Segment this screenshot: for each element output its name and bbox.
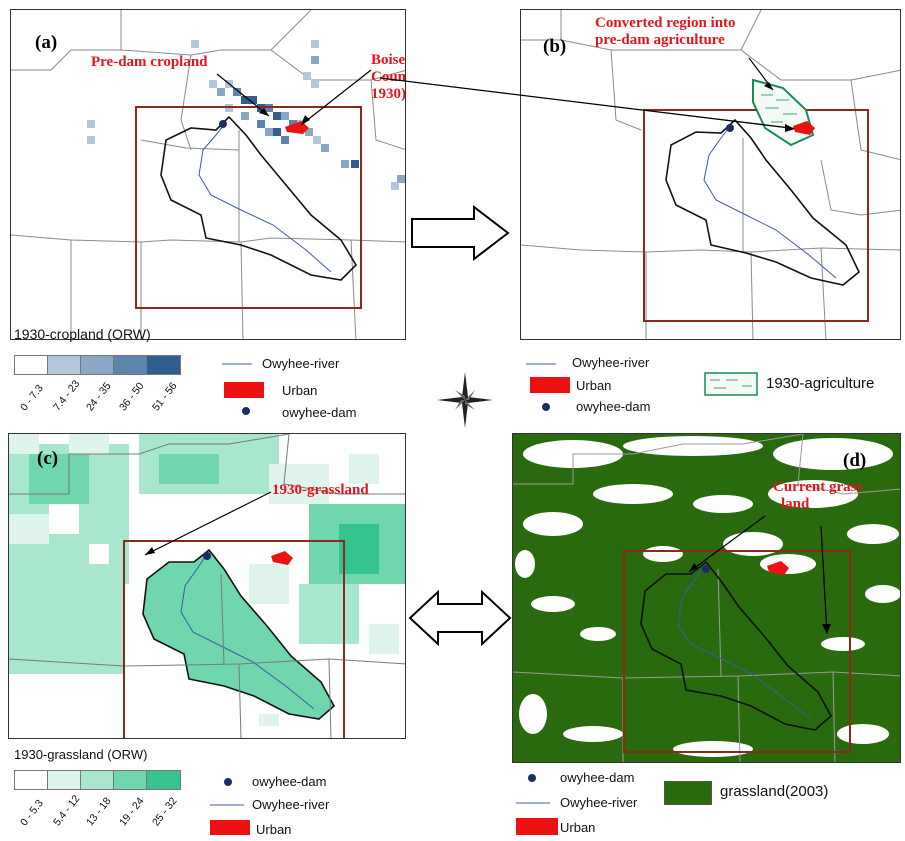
panel-c-label: (c) — [37, 448, 59, 469]
legend-b-urban-label: Urban — [576, 378, 612, 393]
legend-c-class-1 — [15, 771, 48, 789]
map-panel-b: (b) Converted region into pre-dam agricu… — [520, 9, 901, 340]
legend-a-dam-swatch — [242, 407, 250, 415]
county-lines — [9, 434, 405, 738]
watershed-boundary — [640, 560, 833, 731]
arrow-grassland — [144, 491, 272, 556]
arrow-city — [300, 69, 372, 126]
legend-b-river-label: Owyhee-river — [572, 355, 650, 370]
owyhee-dam-marker — [219, 120, 227, 128]
converted-annotation-line1: Converted region into — [595, 15, 736, 31]
legend-d-river-swatch — [516, 802, 550, 804]
legend-c-dam-label: owyhee-dam — [252, 774, 327, 789]
study-area-box — [123, 540, 345, 738]
urban-area — [767, 561, 789, 575]
legend-c-urban-label: Urban — [256, 822, 292, 837]
study-area-box — [623, 550, 851, 753]
legend-c-class-5 — [147, 771, 180, 789]
boise-annotation-line3: 1930) — [371, 86, 406, 102]
legend-a-class-5 — [147, 356, 180, 374]
legend-a-title: 1930-cropland (ORW) — [14, 326, 151, 342]
legend-b-urban-swatch — [530, 377, 570, 393]
current-grass-annotation-line2: land — [781, 496, 810, 512]
owyhee-dam-marker — [702, 565, 710, 573]
legend-c-dam-swatch — [224, 778, 232, 786]
map-c-canvas — [9, 434, 405, 738]
urban-area — [793, 121, 815, 135]
watershed-boundary — [142, 548, 336, 720]
legend-c-title: 1930-grassland (ORW) — [14, 747, 148, 762]
legend-c-river-label: Owyhee-river — [252, 797, 330, 812]
owyhee-dam-marker — [203, 552, 211, 560]
county-lines — [521, 10, 900, 339]
map-a-canvas — [11, 10, 405, 339]
pre-dam-cropland-annotation: Pre-dam cropland — [91, 54, 208, 70]
legend-a-dam-label: owyhee-dam — [282, 405, 357, 420]
watershed-boundary — [665, 118, 860, 286]
legend-d-dam-label: owyhee-dam — [560, 770, 635, 785]
panel-d-label: (d) — [843, 450, 867, 471]
legend-a-class-2 — [48, 356, 81, 374]
double-arrow-icon — [408, 590, 512, 646]
legend-c-ramp — [14, 770, 181, 790]
legend-a-ramp — [14, 355, 181, 375]
legend-a-urban-swatch — [224, 382, 264, 398]
legend-d-grassland-label: grassland(2003) — [720, 783, 829, 800]
legend-b-dam-swatch — [542, 403, 550, 411]
legend-c-class-4 — [114, 771, 147, 789]
panel-b-label: (b) — [543, 36, 567, 57]
map-panel-c: (c) 1930-grassland — [8, 433, 406, 739]
map-panel-a: (a) Pre-dam cropland Boise city, Ada Cou… — [10, 9, 406, 340]
legend-d-dam-swatch — [528, 774, 536, 782]
map-panel-d: (d) Current grass land — [512, 433, 901, 763]
current-grass-annotation-line1: Current grass — [773, 479, 863, 495]
legend-c-class-2 — [48, 771, 81, 789]
boise-annotation-line2: County (prior- — [371, 69, 406, 85]
legend-a-river-label: Owyhee-river — [262, 356, 340, 371]
legend-c-urban-swatch — [210, 820, 250, 835]
arrow-boise-to-panel-b — [379, 77, 791, 129]
legend-c-class-3 — [81, 771, 114, 789]
owyhee-river — [677, 565, 812, 720]
owyhee-river — [198, 121, 332, 273]
arrow-current-grass-left — [688, 515, 766, 573]
grassland-1930-annotation: 1930-grassland — [272, 482, 369, 498]
legend-b-dam-label: owyhee-dam — [576, 399, 651, 414]
converted-annotation-line2: pre-dam agriculture — [595, 32, 725, 48]
legend-b-agriculture-swatch — [704, 372, 758, 396]
legend-b-river-swatch — [526, 363, 556, 365]
legend-c-river-swatch — [210, 804, 244, 806]
legend-a-urban-label: Urban — [282, 383, 318, 398]
right-arrow-icon — [411, 205, 510, 261]
legend-a-class-4 — [114, 356, 147, 374]
owyhee-river — [703, 124, 837, 279]
urban-area — [285, 121, 309, 134]
watershed-boundary — [160, 115, 358, 281]
boise-annotation-line1: Boise city, Ada — [371, 52, 406, 68]
arrow-cropland — [216, 73, 270, 117]
arrow-current-grass-right — [820, 525, 828, 635]
owyhee-dam-marker — [726, 124, 734, 132]
legend-d-urban-label: Urban — [560, 820, 596, 835]
legend-a-river-swatch — [222, 363, 252, 365]
urban-area — [271, 551, 293, 565]
owyhee-river — [180, 553, 315, 710]
study-area-box — [135, 106, 362, 309]
legend-a-class-1 — [15, 356, 48, 374]
legend-a-class-3 — [81, 356, 114, 374]
north-arrow-icon — [437, 372, 493, 428]
map-b-canvas — [521, 10, 900, 339]
map-d-canvas — [513, 434, 900, 762]
panel-a-label: (a) — [35, 32, 58, 53]
legend-d-grassland-swatch — [664, 781, 712, 805]
legend-b-agriculture-label: 1930-agriculture — [766, 375, 875, 392]
legend-d-urban-swatch — [516, 818, 558, 835]
legend-d-river-label: Owyhee-river — [560, 795, 638, 810]
